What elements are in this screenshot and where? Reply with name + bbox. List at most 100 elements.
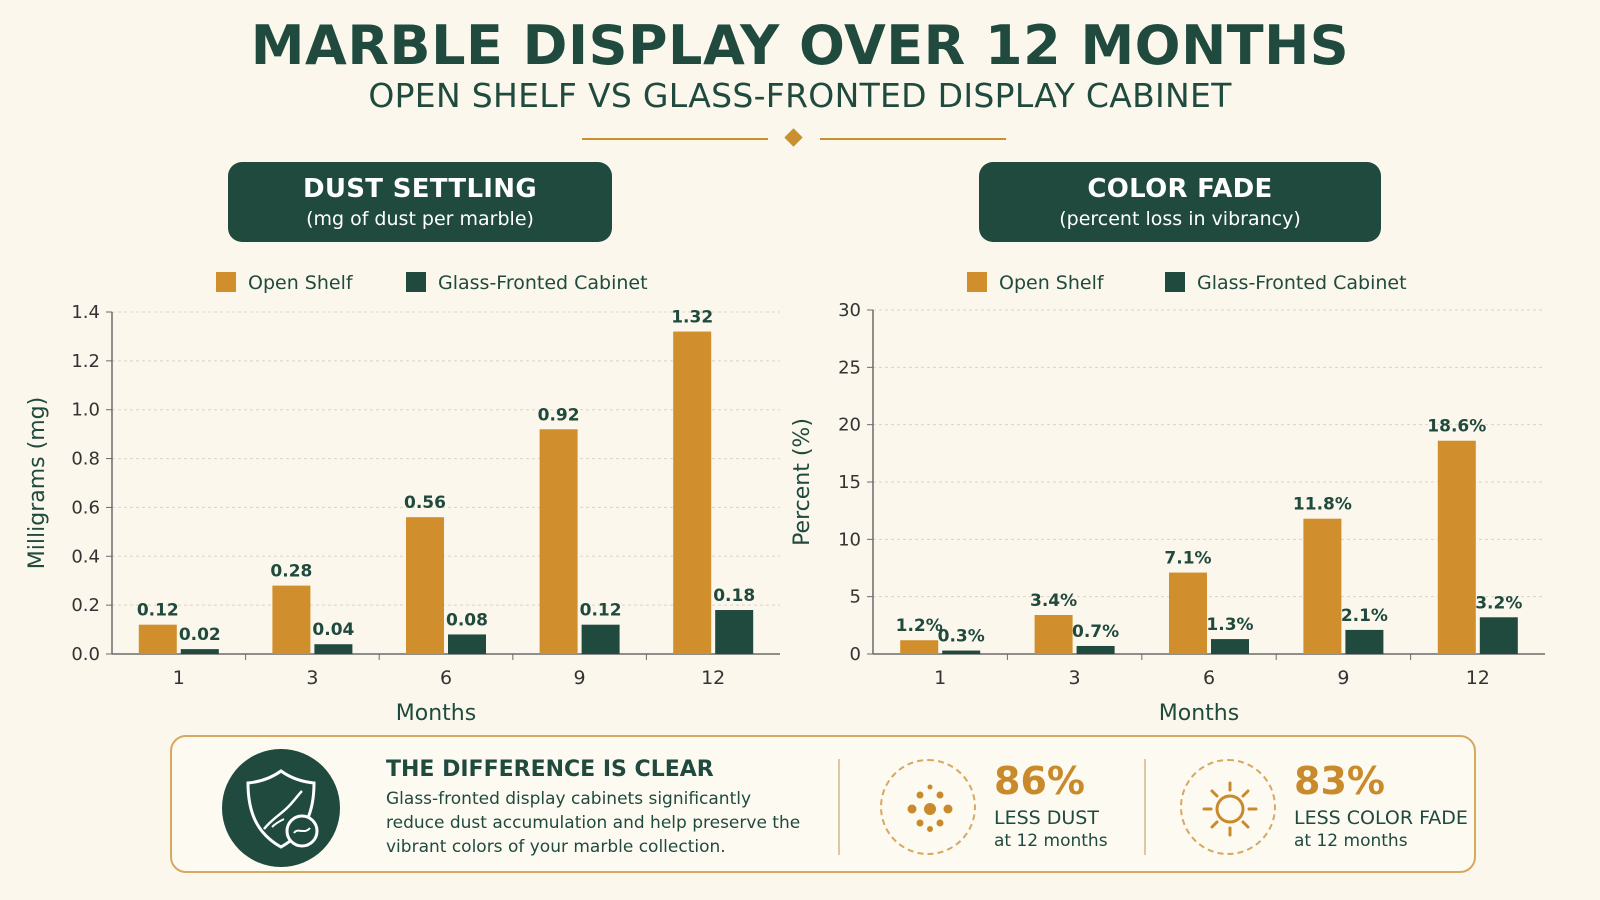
dust-legend-swatch-0 bbox=[216, 272, 236, 292]
dust-ytick-label: 0.0 bbox=[71, 644, 100, 665]
dust-bar-cabinet bbox=[448, 634, 486, 654]
fade-bar-cabinet bbox=[1479, 617, 1518, 654]
dust-dots-icon bbox=[880, 759, 976, 855]
fade-legend-swatch-1 bbox=[1165, 272, 1185, 292]
dust-data-label: 0.28 bbox=[270, 562, 312, 582]
dust-panel-header: DUST SETTLING (mg of dust per marble) bbox=[228, 162, 612, 242]
dust-panel-subtitle: (mg of dust per marble) bbox=[306, 208, 534, 230]
sun-icon bbox=[1180, 759, 1276, 855]
fade-panel-title: COLOR FADE bbox=[1087, 174, 1273, 204]
fade-stat-value: 83% bbox=[1294, 759, 1385, 803]
fade-xtick-label: 3 bbox=[1069, 667, 1081, 689]
fade-ytick-label: 5 bbox=[850, 587, 861, 608]
fade-xtick-label: 9 bbox=[1337, 667, 1349, 689]
dust-ytick-label: 0.8 bbox=[71, 449, 100, 470]
dust-xtick-label: 9 bbox=[574, 667, 586, 689]
dust-ytick-label: 0.6 bbox=[71, 497, 100, 518]
dust-ytick-label: 1.0 bbox=[71, 400, 100, 421]
page-title: MARBLE DISPLAY OVER 12 MONTHS bbox=[250, 14, 1350, 77]
dust-bar-open-shelf bbox=[272, 585, 311, 654]
dust-settling-chart: Open Shelf Glass-Fronted Cabinet 0.0 0.2 0.4… bbox=[25, 272, 780, 726]
fade-data-label: 11.8% bbox=[1293, 495, 1352, 515]
fade-bar-open-shelf bbox=[1437, 440, 1476, 654]
fade-ytick-label: 0 bbox=[850, 644, 861, 665]
fade-bar-cabinet bbox=[1345, 629, 1384, 654]
fade-data-label: 3.4% bbox=[1030, 591, 1077, 611]
fade-stat-label: LESS COLOR FADE bbox=[1294, 807, 1468, 829]
fade-legend-label-0: Open Shelf bbox=[999, 272, 1105, 294]
dust-panel-title: DUST SETTLING bbox=[302, 174, 537, 204]
divider-diamond bbox=[784, 128, 803, 147]
fade-data-label: 1.3% bbox=[1206, 615, 1253, 635]
fade-legend-label-1: Glass-Fronted Cabinet bbox=[1197, 272, 1407, 294]
dust-xtick-label: 6 bbox=[440, 667, 452, 689]
fade-xtick-label: 6 bbox=[1203, 667, 1215, 689]
dust-data-label: 0.12 bbox=[580, 601, 622, 621]
dust-bar-open-shelf bbox=[673, 331, 712, 654]
dust-data-label: 1.32 bbox=[671, 308, 713, 328]
fade-ytick-label: 25 bbox=[838, 357, 861, 378]
fade-xtick-label: 1 bbox=[934, 667, 946, 689]
dust-bar-cabinet bbox=[314, 644, 353, 654]
dust-ytick-label: 0.2 bbox=[71, 595, 100, 616]
summary-text: Glass-fronted display cabinets significa… bbox=[386, 789, 801, 857]
fade-data-label: 3.2% bbox=[1475, 593, 1522, 613]
dust-bar-cabinet bbox=[715, 610, 754, 654]
dust-bar-cabinet bbox=[180, 649, 219, 654]
fade-ytick-label: 30 bbox=[838, 300, 861, 321]
dust-bar-cabinet bbox=[581, 624, 620, 654]
fade-y-axis-label: Percent (%) bbox=[790, 418, 815, 546]
fade-stat-sub: at 12 months bbox=[1294, 831, 1408, 851]
fade-bar-open-shelf bbox=[1303, 518, 1342, 654]
fade-bar-open-shelf bbox=[1034, 615, 1073, 654]
fade-bar-open-shelf bbox=[900, 640, 939, 654]
fade-data-label: 18.6% bbox=[1427, 417, 1486, 437]
dust-bar-open-shelf bbox=[539, 429, 578, 654]
dust-data-label: 0.18 bbox=[713, 586, 755, 606]
fade-data-label: 2.1% bbox=[1341, 606, 1388, 626]
fade-bar-cabinet bbox=[1211, 639, 1249, 654]
dust-data-label: 0.92 bbox=[538, 405, 580, 425]
dust-xtick-label: 12 bbox=[701, 667, 725, 689]
fade-xtick-label: 12 bbox=[1466, 667, 1490, 689]
dust-xtick-label: 3 bbox=[306, 667, 318, 689]
dust-data-label: 0.02 bbox=[179, 625, 221, 645]
fade-bar-cabinet bbox=[942, 650, 981, 654]
fade-bar-cabinet bbox=[1076, 645, 1115, 654]
dust-stat-sub: at 12 months bbox=[994, 831, 1108, 851]
fade-ytick-label: 20 bbox=[838, 415, 861, 436]
dust-legend-swatch-1 bbox=[406, 272, 426, 292]
fade-x-axis-label: Months bbox=[1159, 701, 1239, 726]
dust-legend-label-1: Glass-Fronted Cabinet bbox=[438, 272, 648, 294]
summary-separator-1 bbox=[838, 759, 840, 855]
fade-panel-header: COLOR FADE (percent loss in vibrancy) bbox=[979, 162, 1381, 242]
dust-bar-open-shelf bbox=[406, 517, 444, 654]
fade-ytick-label: 10 bbox=[838, 529, 861, 550]
fade-data-label: 0.7% bbox=[1072, 622, 1119, 642]
divider-line-left bbox=[582, 138, 768, 140]
summary-title: THE DIFFERENCE IS CLEAR bbox=[386, 757, 714, 782]
dust-data-label: 0.08 bbox=[446, 610, 488, 630]
shield-marble-icon bbox=[222, 749, 340, 867]
dust-data-label: 0.12 bbox=[137, 601, 179, 621]
divider-line-right bbox=[820, 138, 1006, 140]
dust-ytick-label: 1.2 bbox=[71, 351, 100, 372]
dust-xtick-label: 1 bbox=[173, 667, 185, 689]
dust-stat-value: 86% bbox=[994, 759, 1085, 803]
page-subtitle: OPEN SHELF VS GLASS-FRONTED DISPLAY CABI… bbox=[368, 76, 1232, 115]
summary-separator-2 bbox=[1144, 759, 1146, 855]
dust-ytick-label: 0.4 bbox=[71, 546, 100, 567]
dust-stat-label: LESS DUST bbox=[994, 807, 1099, 829]
fade-ytick-label: 15 bbox=[838, 472, 861, 493]
fade-legend-swatch-0 bbox=[967, 272, 987, 292]
dust-data-label: 0.56 bbox=[404, 493, 446, 513]
fade-panel-subtitle: (percent loss in vibrancy) bbox=[1059, 208, 1301, 230]
fade-data-label: 7.1% bbox=[1164, 549, 1211, 569]
dust-y-axis-label: Milligrams (mg) bbox=[25, 397, 50, 569]
dust-data-label: 0.04 bbox=[312, 620, 354, 640]
dust-bar-open-shelf bbox=[138, 624, 177, 654]
dust-x-axis-label: Months bbox=[396, 701, 476, 726]
dust-ytick-label: 1.4 bbox=[71, 302, 100, 323]
fade-data-label: 1.2% bbox=[896, 616, 943, 636]
fade-bar-open-shelf bbox=[1169, 572, 1207, 654]
